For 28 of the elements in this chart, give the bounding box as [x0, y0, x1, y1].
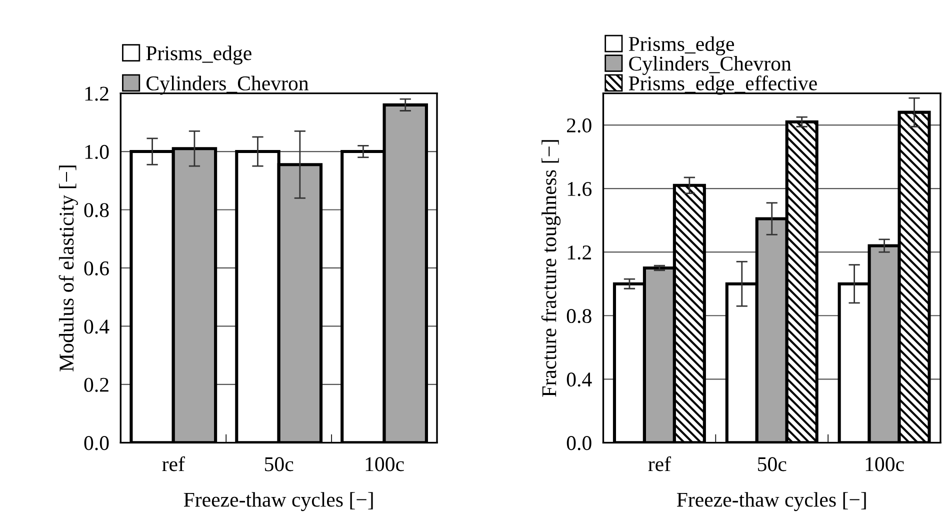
y-tick-label: 0.2	[84, 378, 108, 392]
y-tick-label: 1.2	[568, 246, 591, 260]
x-tick-label: 100c	[366, 457, 404, 472]
y-tick-label: 0.8	[84, 203, 109, 218]
y-axis-title: Modulus of elasticity [−]	[58, 166, 78, 372]
legend-label: Prisms_edge_effective	[628, 76, 817, 95]
y-tick-label: 0.0	[566, 436, 592, 450]
legend-label: Cylinders_Chevron	[146, 76, 309, 95]
y-tick-label: 0.4	[566, 372, 592, 387]
x-axis-title: Freeze-thaw cycles [−]	[184, 492, 373, 512]
x-axis-title: Freeze-thaw cycles [−]	[676, 492, 866, 512]
y-tick-label: 0.0	[84, 436, 109, 450]
y-tick-label: 0.4	[84, 320, 110, 334]
y-axis-title: Fracture fracture toughness [−]	[541, 140, 561, 397]
x-tick-label: 50c	[758, 457, 786, 472]
y-tick-label: 1.0	[85, 144, 109, 160]
y-tick-label: 2.0	[567, 118, 592, 133]
y-tick-label: 0.8	[566, 309, 592, 324]
x-tick-label: ref	[162, 456, 185, 472]
y-tick-label: 1.6	[568, 182, 592, 196]
legend-label: Cylinders_Chevron	[629, 56, 792, 75]
y-tick-label: 1.2	[85, 86, 108, 101]
y-tick-label: 0.6	[84, 261, 109, 276]
x-tick-label: 50c	[264, 457, 294, 472]
legend-label: Prisms_edge	[146, 46, 252, 65]
x-tick-label: 100c	[866, 457, 904, 472]
x-tick-label: ref	[648, 456, 672, 472]
legend-label: Prisms_edge	[628, 36, 734, 56]
